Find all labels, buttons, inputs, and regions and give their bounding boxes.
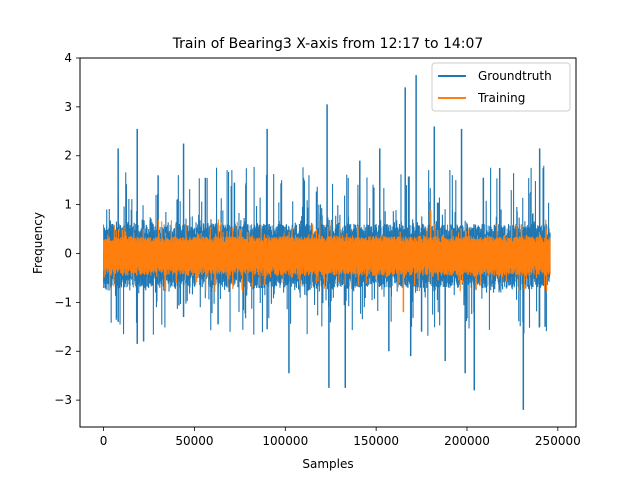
legend-box (431, 62, 571, 112)
x-tick-label: 50000 (175, 434, 213, 448)
y-tick-label: 0 (64, 246, 72, 260)
x-axis: 0 50000 100000 150000 200000 250000 (100, 427, 581, 448)
y-tick-label: 1 (64, 198, 72, 212)
y-tick-label: 3 (64, 100, 72, 114)
legend-label: Training (477, 91, 525, 105)
plot-area (103, 75, 551, 410)
x-tick-label: 250000 (535, 434, 581, 448)
y-tick-label: −3 (54, 393, 72, 407)
x-tick-label: 100000 (262, 434, 308, 448)
x-tick-label: 200000 (444, 434, 490, 448)
series-training (103, 209, 551, 313)
legend-label: Groundtruth (478, 69, 552, 83)
x-tick-label: 0 (100, 434, 108, 448)
y-axis: −3 −2 −1 0 1 2 3 4 (54, 51, 80, 407)
y-tick-label: 2 (64, 149, 72, 163)
x-tick-label: 150000 (353, 434, 399, 448)
chart-title: Train of Bearing3 X-axis from 12:17 to 1… (172, 36, 484, 52)
x-axis-label: Samples (302, 457, 353, 471)
y-axis-label: Frequency (31, 212, 45, 274)
y-tick-label: −1 (54, 295, 72, 309)
y-tick-label: 4 (64, 51, 72, 65)
legend: Groundtruth Training (431, 62, 571, 112)
axes-frame (79, 57, 577, 428)
y-tick-label: −2 (54, 344, 72, 358)
